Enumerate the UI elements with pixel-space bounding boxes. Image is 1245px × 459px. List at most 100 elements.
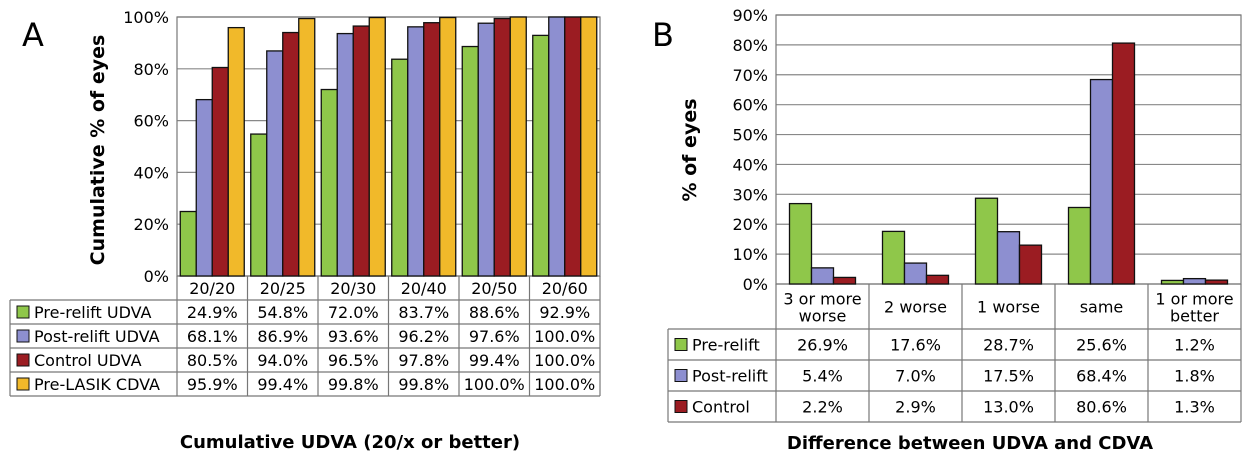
legend-label: Pre-LASIK CDVA <box>34 375 160 394</box>
data-label: 2.9% <box>895 398 936 417</box>
bar <box>493 17 511 277</box>
x-category-label: 20/40 <box>401 279 447 298</box>
bar <box>1204 279 1229 285</box>
bar <box>903 262 928 285</box>
data-label: 88.6% <box>469 303 520 322</box>
data-label: 100.0% <box>534 375 595 394</box>
data-label: 95.9% <box>187 375 238 394</box>
legend-label: Control UDVA <box>34 351 142 370</box>
data-label: 97.8% <box>398 351 449 370</box>
bar <box>580 16 598 277</box>
data-label: 2.2% <box>802 398 843 417</box>
bar <box>788 202 813 285</box>
data-label: 83.7% <box>398 303 449 322</box>
bar <box>532 34 550 277</box>
data-label: 96.5% <box>328 351 379 370</box>
bar <box>810 267 835 285</box>
bar <box>996 231 1021 285</box>
x-axis-title: Cumulative UDVA (20/x or better) <box>180 432 520 453</box>
data-label: 99.4% <box>469 351 520 370</box>
data-label: 54.8% <box>257 303 308 322</box>
bar <box>423 22 441 277</box>
data-label: 1.3% <box>1174 398 1215 417</box>
data-label: 68.1% <box>187 327 238 346</box>
y-tick-label: 80% <box>133 60 169 79</box>
legend-label: Pre-relift UDVA <box>34 303 152 322</box>
panel-label: A <box>22 16 44 54</box>
bar <box>195 98 213 277</box>
bar <box>925 274 950 285</box>
bar <box>211 66 229 277</box>
bar <box>439 16 457 277</box>
y-tick-label: 0% <box>743 275 768 294</box>
legend-label: Post-relift <box>692 367 768 386</box>
bar <box>1018 244 1043 285</box>
x-category-label: 20/20 <box>189 279 235 298</box>
legend-label: Post-relift UDVA <box>34 327 160 346</box>
x-category-label: 20/50 <box>471 279 517 298</box>
x-category-label: same <box>1080 298 1124 317</box>
y-tick-label: 40% <box>732 155 768 174</box>
bar <box>179 210 197 277</box>
legend-label: Control <box>692 398 750 417</box>
x-category-label: 20/30 <box>330 279 376 298</box>
panel-b-udva-cdva-difference: B 0% 10% 20% 30% 40% 50% 60% 70% 80% 90% 3 or morew… <box>652 6 1242 454</box>
data-label: 80.5% <box>187 351 238 370</box>
y-tick-label: 60% <box>732 96 768 115</box>
data-label: 100.0% <box>534 351 595 370</box>
bar <box>407 26 425 277</box>
data-label: 94.0% <box>257 351 308 370</box>
x-category-label: 1 worse <box>977 298 1040 317</box>
data-label: 99.4% <box>257 375 308 394</box>
bar <box>881 230 906 285</box>
data-label: 96.2% <box>398 327 449 346</box>
bar <box>266 50 284 277</box>
data-label: 17.6% <box>890 336 941 355</box>
bar <box>832 276 857 285</box>
y-tick-label: 40% <box>133 163 169 182</box>
data-label: 99.8% <box>328 375 379 394</box>
x-category-label: 2 worse <box>884 298 947 317</box>
legend-swatch <box>674 400 688 413</box>
data-label: 28.7% <box>983 336 1034 355</box>
y-tick-label: 50% <box>732 126 768 145</box>
data-label: 72.0% <box>328 303 379 322</box>
bar <box>227 26 245 277</box>
bar <box>298 17 316 277</box>
data-label: 5.4% <box>802 367 843 386</box>
y-tick-label: 90% <box>732 6 768 25</box>
y-tick-label: 70% <box>732 66 768 85</box>
x-category-label: 3 or more <box>783 290 861 309</box>
data-label: 24.9% <box>187 303 238 322</box>
bar <box>477 22 495 277</box>
data-label: 17.5% <box>983 367 1034 386</box>
x-category-label: better <box>1170 307 1219 326</box>
data-label: 80.6% <box>1076 398 1127 417</box>
data-label: 1.2% <box>1174 336 1215 355</box>
bar <box>250 133 268 277</box>
x-category-label: 20/60 <box>542 279 588 298</box>
data-label: 97.6% <box>469 327 520 346</box>
bar <box>1089 78 1114 285</box>
bar <box>1111 42 1136 285</box>
bar <box>352 25 370 277</box>
y-tick-label: 20% <box>732 215 768 234</box>
bar <box>391 58 409 277</box>
legend-swatch <box>16 353 30 367</box>
y-tick-label: 100% <box>123 8 169 27</box>
data-label: 100.0% <box>534 327 595 346</box>
bar <box>509 16 527 277</box>
y-tick-label: 0% <box>144 267 169 286</box>
data-label: 92.9% <box>539 303 590 322</box>
bar <box>564 16 582 277</box>
y-tick-label: 80% <box>732 36 768 55</box>
data-label: 86.9% <box>257 327 308 346</box>
data-label: 100.0% <box>464 375 525 394</box>
x-category-label: 1 or more <box>1155 290 1233 309</box>
y-tick-label: 20% <box>133 215 169 234</box>
x-category-label: worse <box>799 307 847 326</box>
legend-swatch <box>16 377 30 391</box>
y-axis-title: % of eyes <box>679 98 701 201</box>
bar <box>461 45 479 277</box>
